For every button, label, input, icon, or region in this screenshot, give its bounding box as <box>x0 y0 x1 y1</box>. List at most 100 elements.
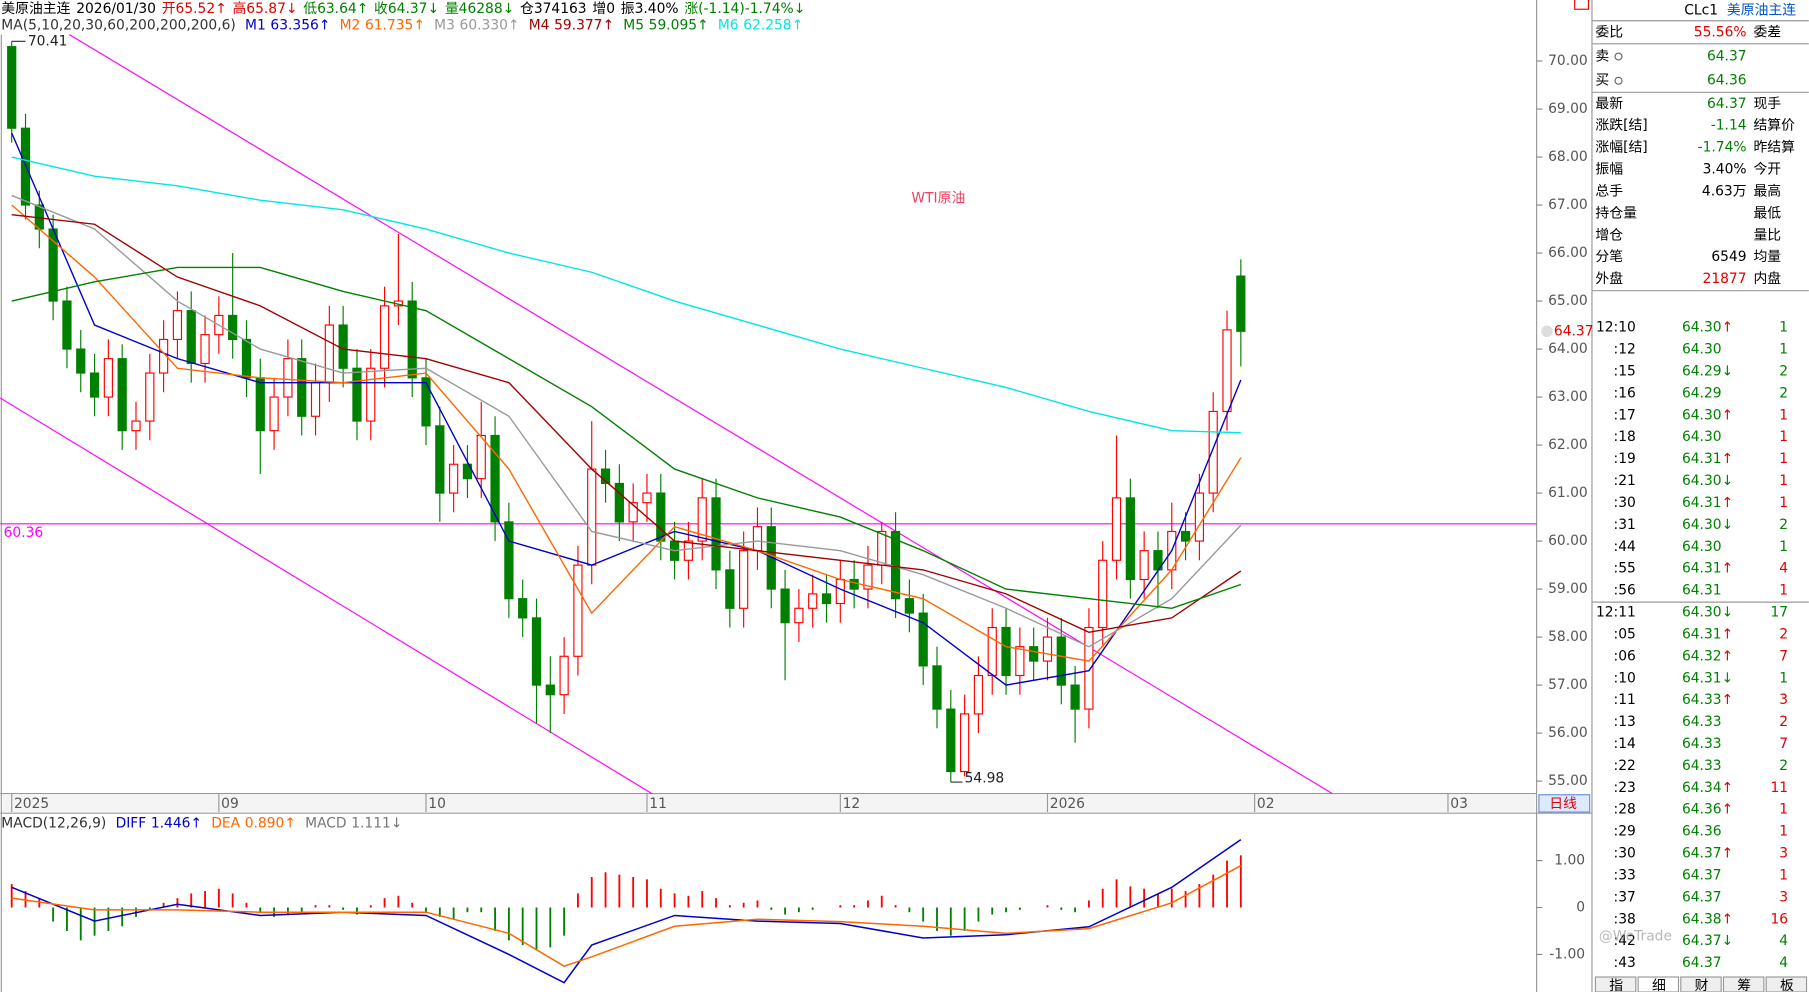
candle-body <box>849 578 859 590</box>
candle-body <box>697 497 707 542</box>
period[interactable]: 日线 <box>1549 796 1577 812</box>
y-tick-label: 66.00 <box>1548 245 1588 261</box>
tick-price-value: 64.36 <box>1682 824 1722 840</box>
tick-volume: 3 <box>1779 889 1788 905</box>
x-tick-label: 03 <box>1450 796 1468 812</box>
tick-volume: 1 <box>1779 429 1788 445</box>
tick-price-value: 64.34 <box>1682 780 1722 796</box>
tick-volume: 2 <box>1779 626 1788 642</box>
candle-body <box>352 367 362 422</box>
legend-name: DEA <box>211 816 240 832</box>
candle-body <box>407 300 417 379</box>
tick-volume: 1 <box>1779 583 1788 599</box>
legend-name: M3 <box>434 17 455 33</box>
candle-body <box>490 434 500 523</box>
candle-body <box>117 358 127 432</box>
tick-time: :33 <box>1614 867 1636 883</box>
tick-volume: 1 <box>1779 320 1788 336</box>
tick-time: :38 <box>1614 911 1636 927</box>
tick-price-value: 64.31 <box>1682 451 1722 467</box>
tick-time: :17 <box>1614 407 1636 423</box>
legend-value: 59.095↑ <box>649 17 709 33</box>
candle-body <box>241 338 252 379</box>
tick-price: 64.36↑ <box>1682 802 1733 818</box>
tick-arrow: ↑ <box>1722 648 1734 664</box>
tick-arrow: ↑ <box>1722 846 1734 862</box>
candle-body <box>76 348 86 374</box>
candle-body <box>573 564 583 657</box>
candle-body <box>435 425 445 494</box>
quote-label: 持仓量 <box>1595 205 1637 221</box>
tick-volume: 1 <box>1779 824 1788 840</box>
tick-price: 64.30↑ <box>1682 320 1733 336</box>
tab[interactable] <box>1765 976 1808 992</box>
tick-volume: 1 <box>1779 670 1788 686</box>
tick-price: 64.29↓ <box>1682 363 1733 379</box>
tick-time: :44 <box>1614 539 1636 555</box>
tick-price-value: 64.30 <box>1682 407 1722 423</box>
tick-time: :37 <box>1614 889 1636 905</box>
legend-value: 60.330↑ <box>460 17 520 33</box>
candle-body <box>973 674 984 715</box>
tab-label[interactable]: 板 <box>1780 978 1794 992</box>
tab-label[interactable]: 财 <box>1695 978 1709 992</box>
x-tick-label: 2025 <box>14 796 49 812</box>
candle-body <box>283 358 293 398</box>
candle-body <box>614 482 624 523</box>
tick-time: :15 <box>1614 363 1636 379</box>
tab-label[interactable]: 筹 <box>1737 977 1751 992</box>
last-price-dot <box>1541 325 1553 338</box>
corner-icon[interactable] <box>1574 0 1590 10</box>
tab[interactable] <box>1594 976 1637 992</box>
candle-body <box>186 310 196 365</box>
symbol-name: 美原油主连 <box>1727 2 1796 18</box>
tab[interactable] <box>1680 976 1722 992</box>
tab[interactable] <box>1722 976 1765 992</box>
tick-time: :30 <box>1614 846 1636 862</box>
tick-price-value: 64.30 <box>1682 429 1722 445</box>
tick-price-value: 64.33 <box>1682 736 1722 752</box>
legend-value: 63.356↑ <box>270 17 330 33</box>
tick-arrow: ↑ <box>1722 451 1734 467</box>
candle-body <box>159 338 169 374</box>
tick-time: :29 <box>1614 824 1636 840</box>
candle-body <box>1084 626 1094 710</box>
candle-body <box>7 46 17 129</box>
tick-price-value: 64.31 <box>1682 561 1722 577</box>
tick-arrow: ↑ <box>1722 911 1734 927</box>
candle-body <box>103 358 113 398</box>
candle-body <box>310 382 321 417</box>
tick-price: 64.30↓ <box>1682 473 1733 489</box>
candle-body <box>1111 497 1122 561</box>
candle-body <box>504 521 514 600</box>
tick-price: 64.34↑ <box>1682 780 1733 796</box>
candle-body <box>89 372 100 398</box>
quote-label: 总手 <box>1595 183 1623 199</box>
tick-price: 64.33↑ <box>1682 692 1733 708</box>
tick-time: :12 <box>1614 342 1636 358</box>
candle-body <box>1139 550 1149 581</box>
candle-body <box>725 569 735 609</box>
tick-volume: 2 <box>1779 758 1788 774</box>
candle-body <box>338 324 348 369</box>
candle-body <box>656 492 666 542</box>
y-tick-label: 62.00 <box>1548 437 1588 453</box>
tick-time: :30 <box>1614 495 1636 511</box>
quote-label: 分笔 <box>1595 249 1623 265</box>
quote-label: 外盘 <box>1595 270 1623 287</box>
candle-body <box>766 526 776 590</box>
legend-value: 59.377↑ <box>554 17 614 33</box>
tab-label[interactable]: 指 <box>1609 978 1623 992</box>
quote-right-label: 结算价 <box>1753 118 1795 134</box>
low-label: 54.98 <box>965 771 1005 787</box>
trend-line <box>69 34 1333 795</box>
tab[interactable] <box>1637 976 1680 992</box>
symbol-code: CLc1 <box>1684 2 1718 18</box>
candle-body <box>172 310 183 341</box>
candle-body <box>297 358 307 417</box>
candle-body <box>1015 646 1025 677</box>
period-box[interactable] <box>1538 794 1591 813</box>
tab-label[interactable]: 细 <box>1652 978 1666 992</box>
